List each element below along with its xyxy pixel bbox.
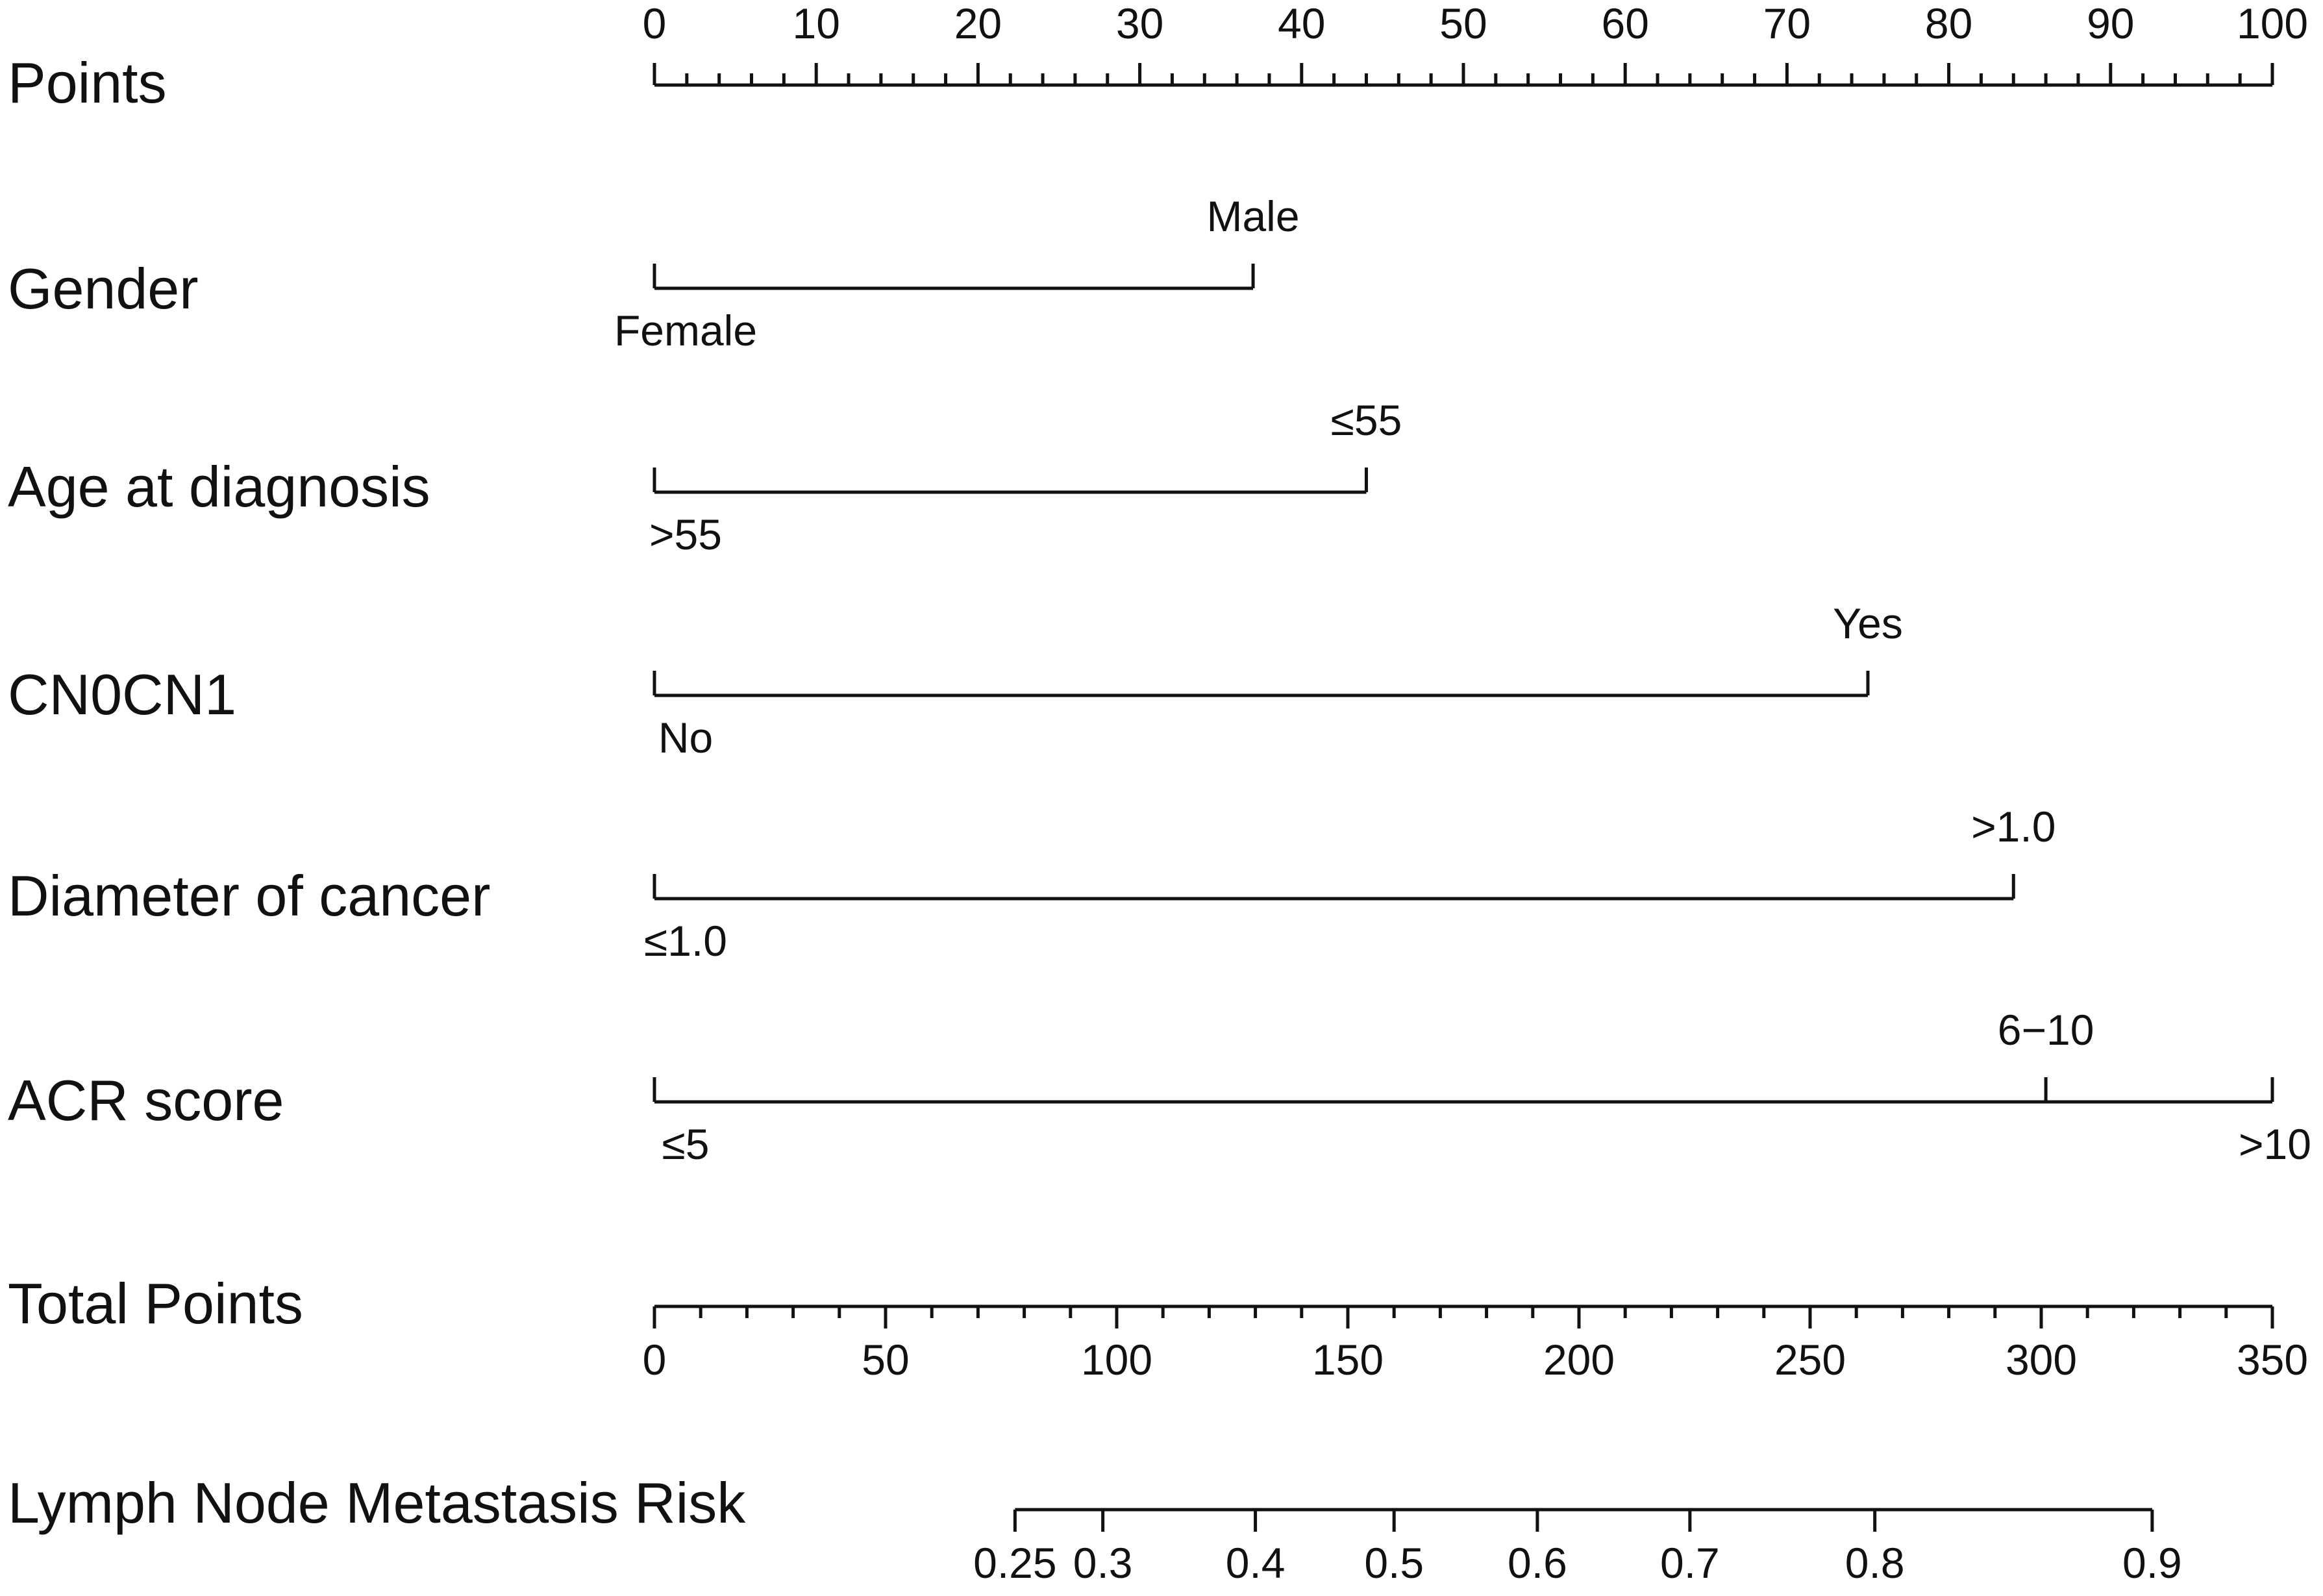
gender-level-label: Female	[614, 306, 757, 355]
risk-tick-label: 0.6	[1508, 1539, 1567, 1587]
total-tick-label: 250	[1774, 1336, 1846, 1384]
points-tick-label: 0	[643, 0, 667, 47]
total-tick-label: 150	[1312, 1336, 1384, 1384]
risk-row-label: Lymph Node Metastasis Risk	[8, 1471, 746, 1535]
risk-tick-label: 0.9	[2122, 1539, 2182, 1587]
cn0cn1-row-label: CN0CN1	[8, 662, 236, 727]
diameter-level-label: >1.0	[1971, 803, 2056, 851]
points-tick-label: 80	[1925, 0, 1972, 47]
points-tick-label: 30	[1116, 0, 1163, 47]
points-tick-label: 40	[1278, 0, 1325, 47]
age-level-label: >55	[649, 510, 722, 558]
total-tick-label: 350	[2237, 1336, 2308, 1384]
risk-tick-label: 0.3	[1073, 1539, 1133, 1587]
gender-level-label: Male	[1207, 192, 1300, 240]
diameter-row-label: Diameter of cancer	[8, 864, 490, 928]
total-tick-label: 300	[2006, 1336, 2077, 1384]
risk-tick-label: 0.8	[1845, 1539, 1905, 1587]
gender-row-label: Gender	[8, 256, 199, 321]
points-tick-label: 90	[2087, 0, 2134, 47]
diameter-level-label: ≤1.0	[644, 917, 727, 965]
risk-tick-label: 0.4	[1226, 1539, 1286, 1587]
cn0cn1-level-label: No	[658, 714, 713, 762]
acr-level-label: ≤5	[662, 1120, 710, 1168]
cn0cn1-level-label: Yes	[1833, 599, 1903, 647]
points-tick-label: 20	[954, 0, 1002, 47]
acr-level-label: 6−10	[1998, 1006, 2094, 1054]
total-tick-label: 200	[1543, 1336, 1615, 1384]
total-tick-label: 100	[1081, 1336, 1152, 1384]
total-tick-label: 0	[643, 1336, 667, 1384]
risk-tick-label: 0.5	[1364, 1539, 1424, 1587]
risk-tick-label: 0.7	[1660, 1539, 1720, 1587]
age-row-label: Age at diagnosis	[8, 455, 430, 519]
points-tick-label: 70	[1763, 0, 1811, 47]
points-row-label: Points	[8, 51, 167, 115]
acr-level-label: >10	[2239, 1120, 2311, 1168]
age-level-label: ≤55	[1331, 396, 1402, 444]
acr-row-label: ACR score	[8, 1068, 284, 1132]
points-tick-label: 60	[1601, 0, 1648, 47]
total-row-label: Total Points	[8, 1271, 303, 1336]
points-tick-label: 50	[1439, 0, 1487, 47]
total-tick-label: 50	[862, 1336, 909, 1384]
points-tick-label: 10	[792, 0, 839, 47]
points-tick-label: 100	[2237, 0, 2308, 47]
risk-tick-label: 0.25	[973, 1539, 1056, 1587]
